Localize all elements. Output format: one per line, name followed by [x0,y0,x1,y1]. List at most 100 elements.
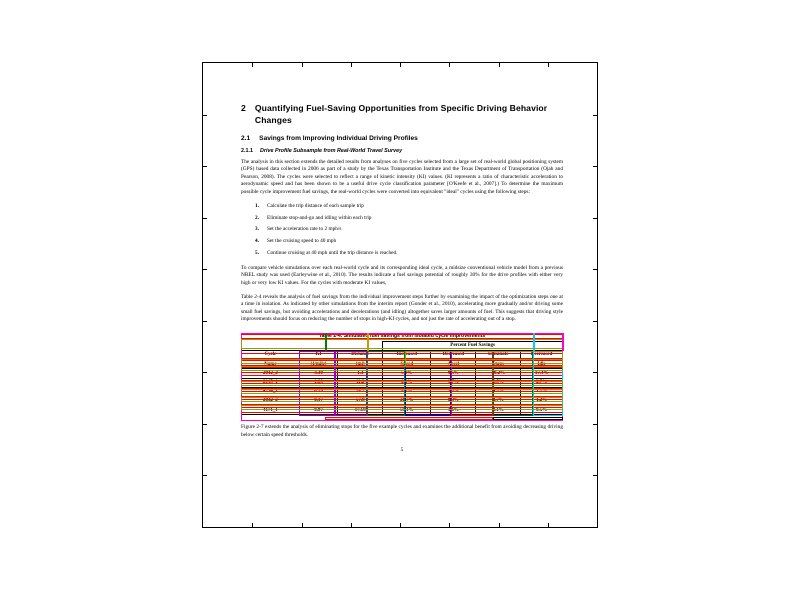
col-header-ki: KI [298,349,339,361]
ruler-tick-bottom [351,523,352,528]
cell-value: 1.3% [430,386,477,397]
ruler-tick-left [202,475,207,476]
ruler-tick-bottom [548,523,549,528]
ruler-tick-left [202,166,207,167]
ruler-tick-right [593,269,598,270]
ruler-tick-right [593,372,598,373]
col-header-cycle: Cycle [241,349,300,361]
table-row: 2145_1 1.68 11.2 2.4% 9.7% 9.5% 2.7% [241,377,563,388]
group-header-percent-fuel-savings: Percent Fuel Savings [382,340,563,352]
section-title: Savings from Improving Individual Drivin… [259,135,418,142]
paragraph-2: To compare vehicle simulations over each… [241,264,563,286]
steps-list: Calculate the trip distance of each samp… [241,203,563,256]
cell-value: 2.4% [382,377,432,388]
cell-value: 1.2% [520,395,563,407]
table-row: 4171_1 0.07 173.9 58.1% 1.6% 2.1% 0.5% [241,405,563,416]
col-header-1-mile: (1/mile) [298,359,339,370]
ruler-tick-bottom [252,523,253,528]
ruler-tick-right [593,115,598,116]
ruler-tick-top [449,62,450,67]
cell-value: 1.3 [337,368,384,379]
spacer-cell [242,341,300,350]
ruler-tick-left [202,115,207,116]
cell-value: 57.8 [337,395,384,407]
page-number: 5 [400,448,404,454]
col-header-mi: (mi) [337,359,384,370]
step-item: Continue cruising at 40 mph until the tr… [255,249,398,257]
cell-cycle-name: 2012_2 [241,368,300,379]
table-header-row-2: Name (1/mile) (mi) Speed Accel Stops Idle [241,359,563,370]
paragraph-1: The analysis in this section extends the… [241,159,563,195]
subsection-heading: 2.1.1 Drive Profile Subsample from Real-… [241,148,563,154]
ruler-tick-bottom [499,523,500,528]
ruler-tick-top [351,62,352,67]
col-header-name: Name [241,359,300,370]
cell-cycle-name: 2145_1 [241,377,300,388]
chapter-title: Quantifying Fuel-Saving Opportunities fr… [254,103,548,125]
cell-cycle-name: 4234_1 [241,386,300,397]
col-header-increased: Increased [382,349,432,361]
ruler-tick-left [202,372,207,373]
ruler-tick-left [202,218,207,219]
table-group-header-row: Percent Fuel Savings [242,340,563,352]
col-header-idle: Idle [520,359,563,370]
table-head: Percent Fuel Savings Cycle KI Distance Incr… [241,340,563,370]
table-header-row-1: Cycle KI Distance Increased Decreased Elimina… [241,349,563,361]
col-header-stops: Stops [475,359,522,370]
section-heading: 2.1 Savings from Improving Individual Dr… [241,135,563,142]
cell-value: 2.7% [475,395,522,407]
step-item: Set the acceleration rate to 2 mph/s [255,226,342,233]
document-page: 2 Quantifying Fuel-Saving Opportunities … [202,62,598,528]
fuel-savings-table: Percent Fuel Savings Cycle KI Distance Incr… [241,340,563,416]
col-header-decreased: Decreased [520,349,563,361]
ruler-tick-left [202,269,207,270]
ruler-tick-right [593,218,598,219]
ruler-tick-top [400,62,401,67]
ruler-tick-left [202,424,207,425]
cell-value: 58.1% [382,405,432,416]
paragraph-3: Table 2-4 reveals the analysis of fuel s… [241,294,563,323]
cell-value: 8.5% [382,386,432,397]
cell-value: 11.2 [337,377,384,388]
cell-value: 2.1% [475,405,522,416]
cell-value: 0.07 [298,405,339,416]
cell-value: 21.7% [382,395,432,407]
annotation-box-bottom-red [325,416,493,420]
cell-value: 0.59 [298,386,339,397]
cell-value: 9.5% [475,377,522,388]
chapter-heading: 2 Quantifying Fuel-Saving Opportunities … [241,103,563,126]
table-region: Table 2-4. Simulated fuel savings from i… [241,331,564,421]
cell-value: 173.9 [337,405,384,416]
spacer-cell [299,341,338,350]
ruler-tick-bottom [302,523,303,528]
cell-value: 1.1% [520,386,563,397]
ruler-tick-bottom [449,523,450,528]
document-body: 2 Quantifying Fuel-Saving Opportunities … [241,103,564,454]
ruler-tick-right [593,424,598,425]
cell-value: 0.5% [520,405,563,416]
ruler-tick-left [202,321,207,322]
cell-cycle-name: 4171_1 [241,405,300,416]
cell-value: 4.5% [475,386,522,397]
ruler-tick-top [252,62,253,67]
table-body: 2012_2 3.30 1.3 5.9% 9.5% 29.2% 17.4% 2145_1 1.6… [241,368,563,416]
ruler-tick-right [593,475,598,476]
col-header-eliminate: Eliminate [475,349,522,361]
ruler-tick-bottom [400,523,401,528]
cell-value: 3.30 [298,368,339,379]
cell-value: 0.17 [298,395,339,407]
col-header-decreased: Decreased [430,349,477,361]
table-row: 2032_2 0.17 57.8 21.7% 0.3% 2.7% 1.2% [241,395,563,407]
ruler-tick-right [593,321,598,322]
cell-value: 1.68 [298,377,339,388]
cell-value: 5.9% [382,368,432,379]
annotation-box-bottom-black [493,416,563,420]
step-item: Eliminate stop-and-go and idling within … [255,214,372,222]
table-caption: Table 2-4. Simulated fuel savings from i… [318,332,486,339]
ruler-tick-top [548,62,549,67]
step-item: Calculate the trip distance of each samp… [255,203,364,210]
ruler-tick-top [499,62,500,67]
cell-value: 9.7% [430,377,477,388]
ruler-tick-top [302,62,303,67]
